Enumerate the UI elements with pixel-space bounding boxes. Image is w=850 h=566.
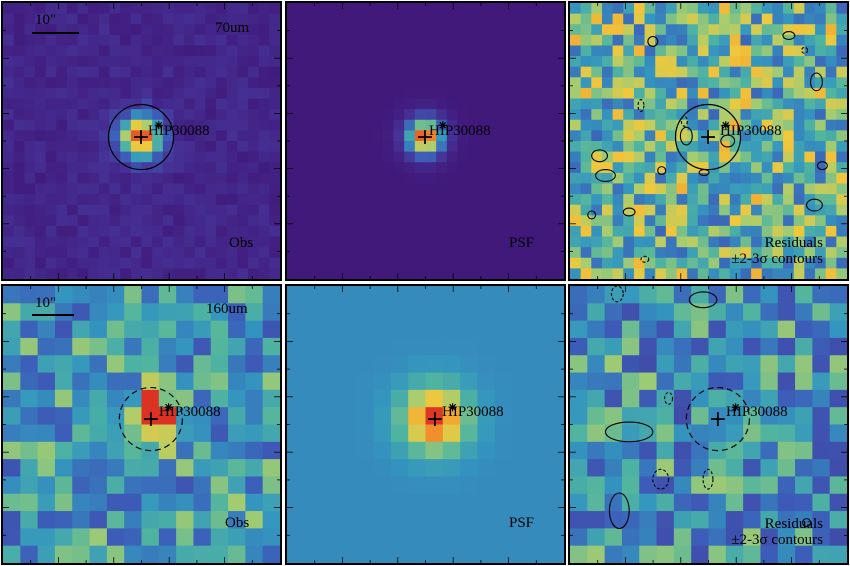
axis-ticks [570,286,847,563]
aperture-circle [685,386,751,452]
aperture-circle [118,386,184,452]
star-marker [731,403,740,412]
scale-bar [32,314,74,316]
star-marker [438,121,447,130]
aperture-circle [107,103,175,171]
panel-label-obs: Obs [229,235,254,251]
axis-ticks [570,3,847,279]
band-label: 70um [215,20,250,36]
target-cross [701,130,715,144]
axis-ticks [287,286,564,563]
contour-note: ±2-3σ contours [731,532,823,548]
scale-label: 10" [35,295,57,311]
pixel-grid [287,286,564,563]
panel-160um-residuals: HIP30088 Residuals ±2-3σ contours [568,284,849,565]
image-160um-psf [287,286,564,563]
star-marker [154,121,163,130]
aperture-circle [674,103,742,171]
pixel-grid [570,3,847,279]
pixel-grid [3,286,280,563]
contour-note: ±2-3σ contours [731,251,823,267]
target-cross [134,130,148,144]
image-70um-psf [287,3,564,279]
axis-ticks [3,286,280,563]
panel-70um-psf: HIP30088 PSF [285,1,566,281]
image-160um-obs [3,286,280,563]
panel-160um-obs: 10" 160um HIP30088 Obs [1,284,282,565]
target-cross [418,130,432,144]
target-label: HIP30088 [720,123,782,139]
target-label: HIP30088 [148,123,210,139]
target-label: HIP30088 [442,404,504,420]
pixel-grid [570,286,847,563]
star-marker [448,403,457,412]
axis-ticks [287,3,564,279]
residual-contours [587,31,828,263]
panel-70um-residuals: HIP30088 Residuals ±2-3σ contours [568,1,849,281]
panel-label-psf: PSF [509,235,535,251]
target-label: HIP30088 [429,123,491,139]
panel-label-psf: PSF [509,515,535,531]
image-70um-obs [3,3,280,279]
star-marker [164,403,173,412]
image-70um-residuals [570,3,847,279]
target-label: HIP30088 [159,404,221,420]
panel-label-residuals: Residuals [764,235,823,251]
target-cross [143,412,158,426]
panel-label-obs: Obs [225,515,250,531]
image-160um-residuals [570,286,847,563]
scale-label: 10" [35,12,57,28]
panel-160um-psf: HIP30088 PSF [285,284,566,565]
pixel-grid [3,3,280,279]
pixel-grid [287,3,564,279]
target-label: HIP30088 [726,404,788,420]
star-marker [721,121,730,130]
target-cross [427,412,442,426]
scale-bar [32,32,79,34]
band-label: 160um [206,301,248,317]
axis-ticks [3,3,280,279]
panel-70um-obs: 10" 70um HIP30088 Obs [1,1,282,281]
target-cross [710,412,725,426]
panel-label-residuals: Residuals [764,516,823,532]
